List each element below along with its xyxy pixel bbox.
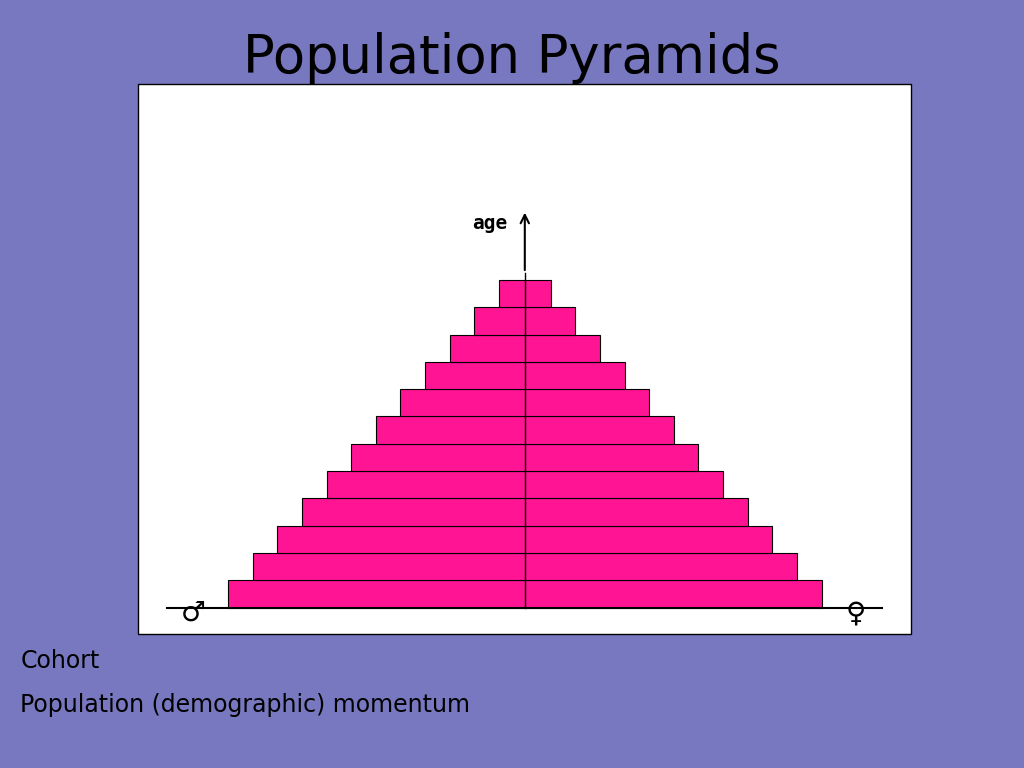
Text: Population (demographic) momentum: Population (demographic) momentum [20, 693, 470, 717]
Bar [228, 581, 821, 607]
Text: ♀: ♀ [846, 599, 866, 627]
Bar [327, 471, 723, 498]
Bar [474, 307, 575, 335]
Bar [302, 498, 748, 526]
Bar [253, 553, 797, 581]
Bar [400, 389, 649, 416]
Text: Population Pyramids: Population Pyramids [243, 31, 781, 84]
Text: Cohort: Cohort [20, 649, 100, 673]
Bar [278, 526, 772, 553]
Bar [425, 362, 625, 389]
Text: ♂: ♂ [181, 599, 206, 627]
Bar [499, 280, 551, 307]
Text: age: age [472, 214, 508, 233]
Bar [376, 416, 674, 444]
Bar [450, 335, 600, 362]
Bar [351, 444, 698, 471]
